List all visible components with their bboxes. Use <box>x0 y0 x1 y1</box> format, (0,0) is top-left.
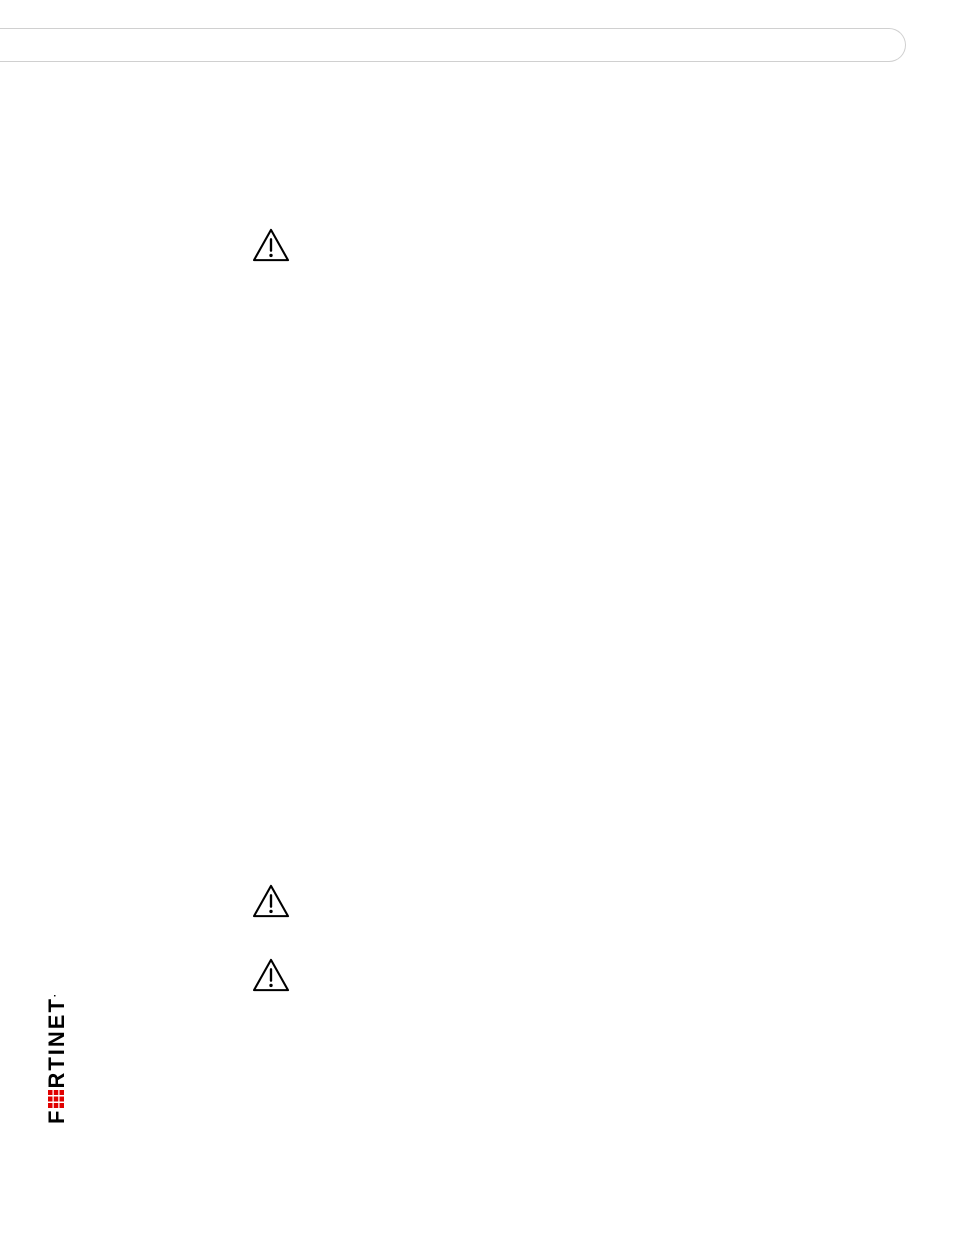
warning-icon <box>252 958 290 992</box>
brand-logo-text: F RTINET. <box>44 992 70 1124</box>
warning-icon <box>252 228 290 262</box>
brand-rest: RTINET <box>44 997 69 1088</box>
search-input[interactable] <box>0 28 906 62</box>
warning-icon <box>252 884 290 918</box>
brand-letter-f: F <box>44 1109 69 1124</box>
brand-logo: F RTINET. <box>44 934 68 1126</box>
